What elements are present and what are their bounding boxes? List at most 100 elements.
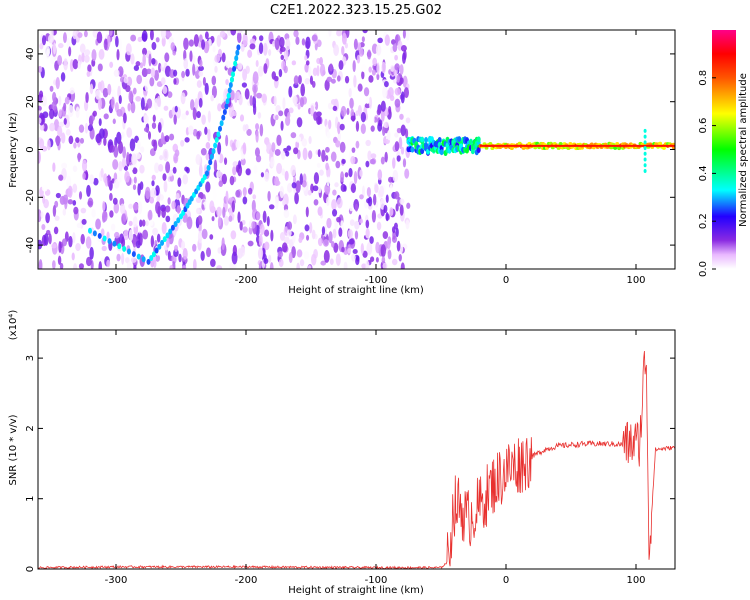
colorbar: 0.0 0.2 0.4 0.6 0.8 Normalized spectral ampl… (698, 30, 749, 277)
heatmap-cell (211, 75, 217, 86)
heatmap-cell (197, 230, 203, 244)
heatmap-cell (260, 172, 264, 178)
heatmap-cell (370, 256, 375, 262)
heatmap-cell (370, 125, 375, 132)
heatmap-cell (270, 229, 274, 242)
heatmap-cell (172, 50, 177, 56)
heatmap-cell (123, 76, 129, 84)
chirp-cell (214, 136, 219, 143)
heatmap-cell (188, 39, 194, 47)
heatmap-cell (173, 114, 177, 125)
heatmap-cell (388, 176, 394, 183)
heatmap-cell (280, 54, 285, 61)
heatmap-cell (406, 202, 411, 209)
heatmap-cell (306, 234, 310, 241)
carrier-cell (420, 136, 425, 143)
heatmap-cell (285, 150, 290, 157)
heatmap-cell (376, 73, 380, 81)
heatmap-cell (141, 30, 148, 42)
heatmap-cell (284, 170, 289, 181)
heatmap-cell (160, 77, 166, 85)
heatmap-cell (201, 228, 208, 240)
heatmap-cell (304, 78, 311, 85)
heatmap-cell (338, 60, 344, 71)
heatmap-cell (79, 137, 85, 144)
heatmap-cell (222, 206, 226, 219)
heatmap-cell (76, 222, 82, 228)
heatmap-cell (334, 182, 339, 188)
heatmap-cell (343, 261, 348, 269)
heatmap-cell (217, 216, 222, 227)
heatmap-cell (52, 42, 57, 55)
heatmap-cell (123, 165, 129, 171)
heatmap-cell (356, 255, 360, 262)
heatmap-cell (43, 233, 49, 246)
heatmap-cell (176, 204, 181, 214)
heatmap-cell (82, 172, 86, 180)
heatmap-cell (181, 265, 187, 269)
heatmap-cell (304, 63, 310, 73)
heatmap-cell (139, 219, 143, 228)
heatmap-cell (128, 220, 133, 227)
heatmap-cell (287, 221, 293, 231)
heatmap-cell (161, 207, 166, 219)
heatmap-cell (295, 180, 301, 193)
heatmap-cell (109, 61, 114, 68)
heatmap-cell (274, 37, 280, 50)
chirp-cell (92, 230, 97, 237)
heatmap-cell (389, 94, 395, 101)
chirp-cell (209, 153, 214, 160)
heatmap-cell (242, 142, 247, 155)
heatmap-cell (55, 192, 61, 199)
heatmap-cell (51, 243, 57, 249)
heatmap-cell (332, 228, 337, 239)
carrier-cell (658, 141, 663, 146)
heatmap-cell (121, 213, 127, 225)
heatmap-cell (225, 134, 229, 147)
heatmap-cell (41, 224, 46, 231)
heatmap-cell (209, 200, 215, 213)
heatmap-cell (204, 82, 209, 95)
heatmap-cell (246, 128, 252, 136)
heatmap-cell (351, 253, 356, 262)
heatmap-cell (380, 108, 385, 122)
heatmap-cell (156, 95, 161, 108)
heatmap-cell (319, 169, 324, 176)
snr-ylabel: SNR (10 * v/v) (8, 414, 19, 485)
heatmap-cell (313, 199, 319, 206)
heatmap-cell (50, 56, 55, 65)
heatmap-cell (256, 211, 261, 221)
x-tick-label: -100 (365, 575, 388, 586)
heatmap-cell (326, 196, 330, 206)
heatmap-cell (404, 168, 410, 179)
heatmap-cell (283, 47, 289, 61)
heatmap-cell (294, 192, 299, 205)
heatmap-cell (58, 42, 64, 49)
heatmap-cell (333, 242, 339, 253)
heatmap-cell (129, 138, 136, 152)
heatmap-cell (86, 70, 91, 77)
heatmap-cell (162, 148, 169, 162)
heatmap-cell (365, 160, 370, 168)
heatmap-cell (40, 211, 44, 219)
heatmap-cell (41, 35, 47, 46)
heatmap-cell (216, 265, 223, 269)
heatmap-cell (64, 96, 70, 105)
heatmap-cell (164, 52, 170, 63)
heatmap-cell (156, 195, 161, 203)
heatmap-cell (380, 244, 386, 258)
heatmap-cell (223, 157, 228, 166)
heatmap-cell (263, 63, 268, 74)
heatmap-cell (49, 85, 54, 92)
heatmap-cell (249, 38, 256, 46)
heatmap-cell (358, 48, 364, 57)
heatmap-cell (130, 257, 137, 263)
heatmap-cell (165, 161, 171, 174)
heatmap-cell (142, 53, 146, 67)
heatmap-cell (296, 249, 303, 258)
heatmap-cell (328, 119, 332, 130)
heatmap-cell (242, 186, 247, 197)
heatmap-cell (172, 166, 177, 174)
heatmap-cell (268, 49, 272, 57)
heatmap-cell (298, 237, 303, 244)
